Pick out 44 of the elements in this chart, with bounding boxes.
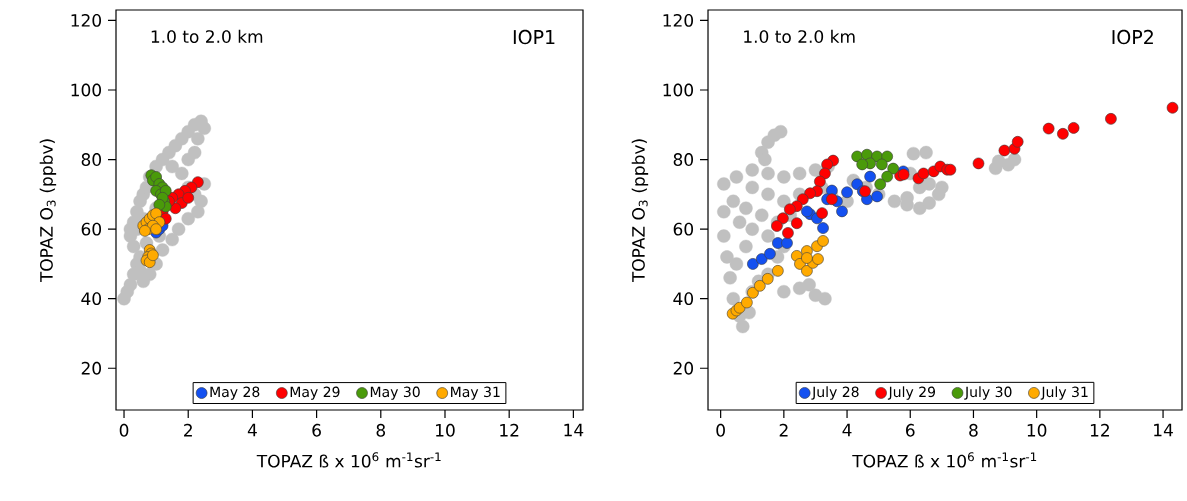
x-tick-label: 4 — [247, 423, 257, 437]
y-tick-label: 120 — [71, 13, 101, 27]
x-tick-label: 4 — [842, 423, 852, 437]
y-axis-title: TOPAZ O$_{3}$ (ppbv) — [39, 139, 57, 283]
legend-label: May 31 — [451, 386, 500, 400]
x-axis-title: TOPAZ ß x 10$^{6}$ m$^{-1}$sr$^{-1}$ — [256, 452, 441, 468]
y-tick-label: 100 — [663, 83, 694, 97]
x-tick-label: 2 — [779, 423, 788, 437]
text: IOP2 — [1112, 29, 1153, 45]
annotation: 1.0 to 2.0 km — [151, 29, 263, 44]
legend-label: July 30 — [964, 386, 1012, 400]
y-tick-label: 20 — [673, 361, 694, 375]
x-tick-label: 6 — [312, 423, 321, 437]
annotation: 1.0 to 2.0 km — [744, 29, 855, 44]
x-axis-title: TOPAZ ß x 10$^{6}$ m$^{-1}$sr$^{-1}$ — [852, 452, 1037, 468]
text: IOP1 — [513, 29, 555, 45]
legend-label: July 29 — [887, 386, 936, 400]
y-tick-label: 20 — [81, 361, 101, 375]
y-tick-label: 80 — [81, 153, 101, 166]
x-tick-label: 10 — [1027, 423, 1047, 437]
x-tick-label: 8 — [969, 423, 978, 437]
y-tick-label: 40 — [81, 292, 101, 306]
y-tick-label: 120 — [663, 13, 694, 27]
y-tick-label: 40 — [673, 292, 694, 306]
x-tick-label: 12 — [1090, 423, 1109, 437]
x-tick-label: 10 — [436, 423, 455, 437]
y-tick-label: 80 — [673, 153, 694, 166]
legend-label: May 29 — [290, 386, 340, 400]
x-tick-label: 8 — [376, 423, 386, 437]
y-tick-label: 60 — [673, 222, 694, 236]
legend-label: July 31 — [1040, 386, 1088, 400]
x-tick-label: 14 — [1154, 423, 1173, 437]
x-tick-label: 6 — [906, 423, 915, 437]
x-tick-label: 0 — [119, 423, 129, 437]
y-axis-title: TOPAZ O$_{3}$ (ppbv) — [631, 139, 649, 283]
x-tick-label: 2 — [184, 423, 192, 437]
x-tick-label: 0 — [716, 423, 725, 437]
legend-label: July 28 — [811, 386, 859, 400]
x-tick-label: 14 — [564, 423, 584, 437]
legend-label: May 28 — [210, 386, 260, 400]
legend-label: May 30 — [370, 386, 420, 400]
x-tick-label: 12 — [500, 423, 519, 437]
y-tick-label: 100 — [71, 83, 101, 97]
y-tick-label: 60 — [81, 222, 101, 236]
